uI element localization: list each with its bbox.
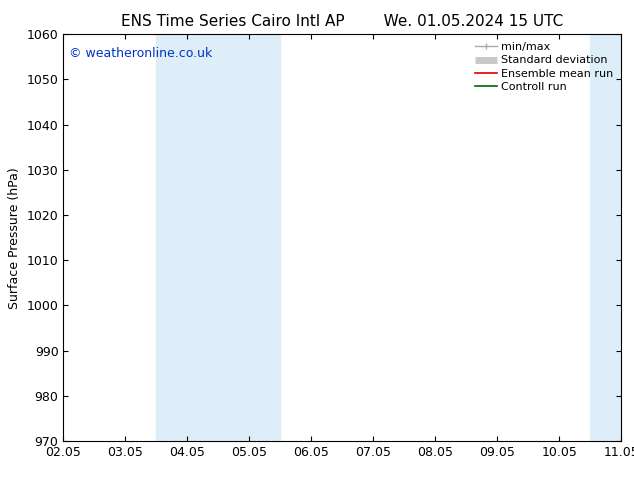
Bar [590,34,634,441]
Text: © weatheronline.co.uk: © weatheronline.co.uk [69,47,212,59]
Title: ENS Time Series Cairo Intl AP        We. 01.05.2024 15 UTC: ENS Time Series Cairo Intl AP We. 01.05.… [121,14,564,29]
Bar [157,34,280,441]
Y-axis label: Surface Pressure (hPa): Surface Pressure (hPa) [8,167,21,309]
Legend: min/max, Standard deviation, Ensemble mean run, Controll run: min/max, Standard deviation, Ensemble me… [470,38,618,97]
